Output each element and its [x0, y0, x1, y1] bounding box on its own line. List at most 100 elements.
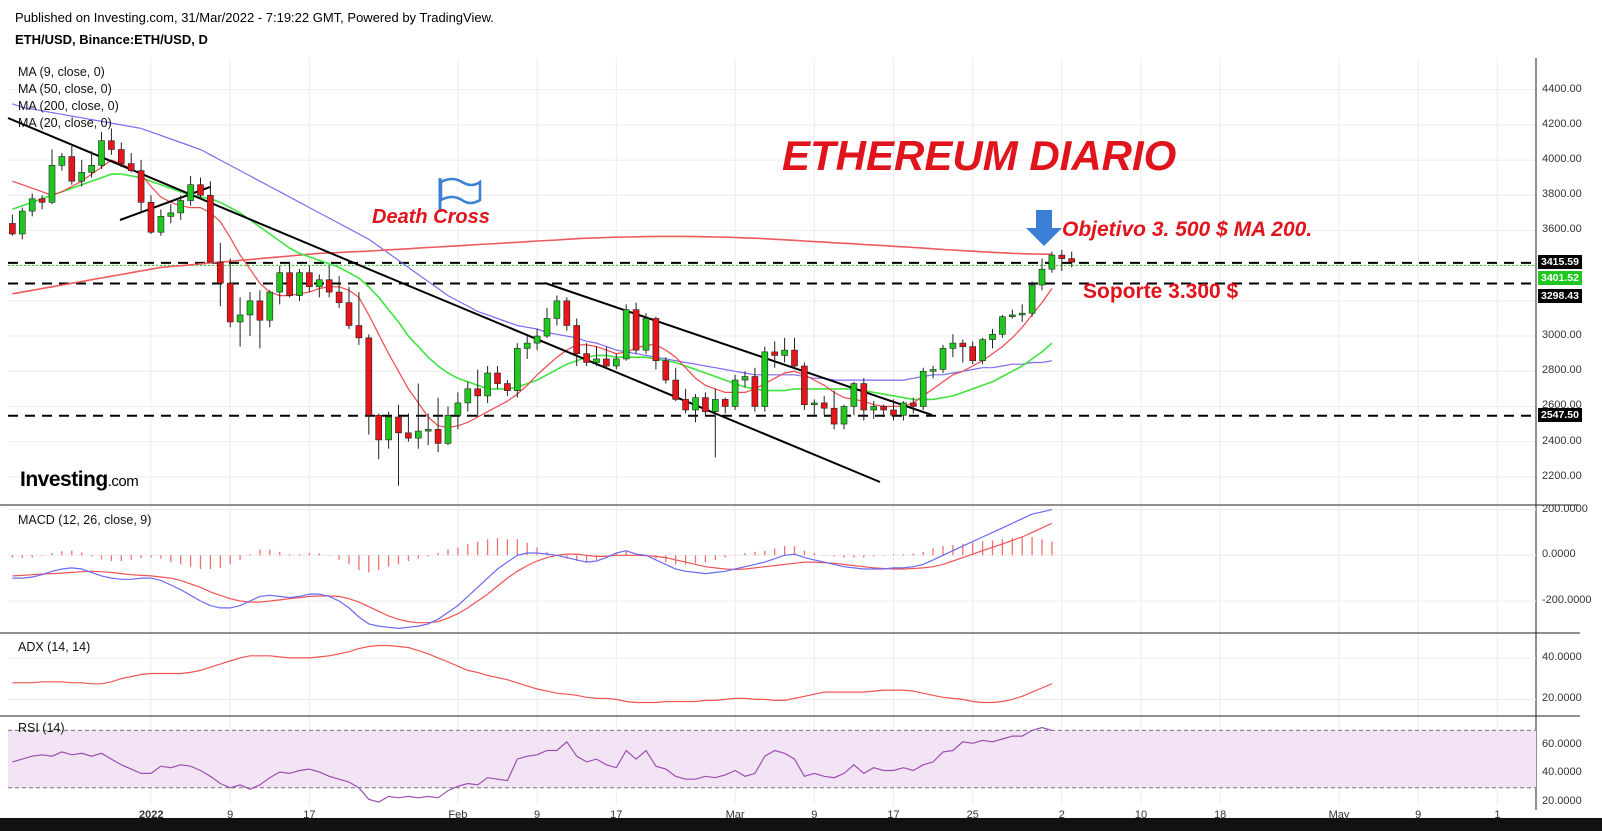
price-tag: 2547.50	[1538, 407, 1582, 422]
candle-body	[593, 358, 600, 363]
rsi-tick-label: 20.0000	[1542, 795, 1582, 808]
symbol-caption: ETH/USD, Binance:ETH/USD, D	[15, 32, 208, 47]
candle-body	[870, 406, 878, 411]
ma50-line	[12, 103, 1053, 381]
ma200-line	[12, 235, 1052, 295]
candle-body	[1028, 284, 1036, 314]
x-tick-label: 9	[227, 809, 234, 821]
macd-signal-line	[12, 522, 1053, 624]
candle-body	[702, 397, 709, 413]
candle-body	[306, 272, 313, 288]
death-cross-annotation: Death Cross	[372, 206, 490, 228]
x-tick-label: 1	[1494, 809, 1501, 821]
candle-body	[296, 272, 303, 296]
candle-body	[335, 291, 343, 303]
candle-body	[18, 210, 26, 235]
candle-body	[989, 333, 996, 340]
trendline-1	[7, 117, 391, 279]
published-caption: Published on Investing.com, 31/Mar/2022 …	[15, 10, 494, 25]
x-tick-label: 9	[1415, 809, 1422, 821]
macd-line	[12, 509, 1053, 630]
adx-tick-label: 40.0000	[1542, 650, 1582, 663]
candle-body	[504, 383, 511, 391]
x-tick-label: 10	[1134, 809, 1148, 821]
candle-body	[860, 383, 868, 411]
candle-body	[395, 416, 402, 434]
candle-body	[523, 342, 531, 349]
candle-body	[137, 170, 145, 203]
candle-body	[286, 272, 293, 296]
trendline-2	[119, 186, 211, 221]
candle-body	[751, 376, 759, 407]
candle-body	[9, 223, 16, 235]
candle-body	[900, 402, 907, 416]
candle-body	[345, 302, 353, 326]
candle-body	[177, 200, 184, 214]
rsi-band	[8, 730, 1536, 788]
price-tick-label: 2800.00	[1542, 364, 1582, 377]
price-tag: 3401.52	[1538, 270, 1582, 285]
ma20-label: MA (20, close, 0)	[18, 116, 112, 130]
x-tick-label: Feb	[448, 809, 468, 821]
candle-body	[474, 388, 482, 397]
candle-body	[375, 414, 383, 441]
candle-body	[207, 194, 214, 263]
candle-body	[127, 163, 135, 171]
candle-body	[365, 337, 373, 416]
price-tag: 3298.43	[1538, 288, 1582, 303]
candle-body	[830, 407, 838, 425]
candle-body	[810, 402, 818, 405]
candle-body	[38, 198, 46, 203]
candle-body	[1018, 312, 1026, 316]
price-tick-label: 2400.00	[1542, 434, 1582, 447]
candle-body	[167, 212, 175, 217]
candle-body	[444, 414, 452, 444]
candle-body	[959, 342, 967, 347]
ma200-label: MA (200, close, 0)	[18, 99, 119, 113]
x-tick-label: 9	[534, 809, 541, 821]
candle-body	[711, 399, 719, 413]
candle-body	[880, 406, 887, 411]
candle-body	[909, 402, 917, 407]
candle-body	[919, 370, 927, 407]
candle-body	[1048, 254, 1056, 270]
candle-body	[464, 388, 472, 404]
candle-body	[434, 429, 442, 444]
candle-body	[612, 358, 620, 367]
candle-body	[68, 156, 76, 182]
x-tick-label: 9	[811, 809, 818, 821]
candle-body	[781, 349, 788, 356]
down-arrow-icon	[1026, 210, 1062, 246]
price-tick-label: 2200.00	[1542, 469, 1582, 482]
macd-tick-label: 0.0000	[1542, 548, 1576, 561]
candle-body	[553, 300, 561, 319]
adx-line	[12, 644, 1053, 704]
rsi-tick-label: 60.0000	[1542, 737, 1582, 750]
candle-body	[226, 282, 234, 323]
candle-body	[642, 318, 650, 351]
price-tick-label: 3000.00	[1542, 329, 1582, 342]
candle-body	[78, 172, 85, 182]
candle-body	[197, 184, 204, 196]
macd-title: MACD (12, 26, close, 9)	[18, 513, 152, 527]
candle-body	[405, 432, 412, 439]
candle-body	[325, 279, 333, 293]
ma50-label: MA (50, close, 0)	[18, 82, 112, 96]
candle-body	[484, 372, 491, 397]
candle-body	[266, 291, 274, 321]
x-tick-label: 17	[887, 809, 900, 821]
candle-body	[840, 406, 848, 425]
candle-body	[979, 339, 986, 361]
candle-body	[1058, 254, 1066, 259]
x-tick-label: 18	[1214, 809, 1227, 821]
x-tick-label: 17	[303, 809, 316, 821]
candle-body	[622, 309, 630, 360]
x-tick-label: 2	[1058, 809, 1065, 821]
macd-tick-label: -200.0000	[1542, 594, 1592, 606]
candle-body	[652, 318, 660, 361]
candle-body	[256, 300, 264, 321]
price-tick-label: 4000.00	[1542, 153, 1582, 166]
candle-body	[217, 261, 224, 284]
candle-body	[58, 156, 66, 166]
